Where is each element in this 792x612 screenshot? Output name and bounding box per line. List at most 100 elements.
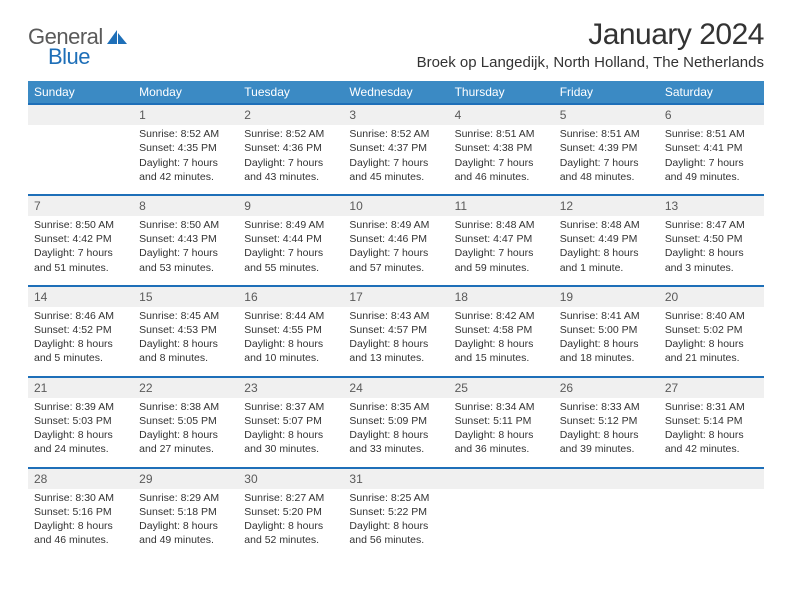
sunset-text: Sunset: 4:36 PM [244,141,337,155]
day-info-cell: Sunrise: 8:52 AMSunset: 4:36 PMDaylight:… [238,125,343,195]
daylight-text-1: Daylight: 7 hours [665,156,758,170]
day-number-cell: 29 [133,468,238,489]
daylight-text-2: and 21 minutes. [665,351,758,365]
sunrise-text: Sunrise: 8:45 AM [139,309,232,323]
day-number-cell: 13 [659,195,764,216]
day-number-cell: 20 [659,286,764,307]
sunset-text: Sunset: 5:20 PM [244,505,337,519]
title-block: January 2024 Broek op Langedijk, North H… [417,18,764,71]
daylight-text-1: Daylight: 8 hours [139,519,232,533]
daylight-text-1: Daylight: 7 hours [455,156,548,170]
day-info-cell [554,489,659,558]
weekday-header: Friday [554,81,659,104]
sunrise-text: Sunrise: 8:49 AM [349,218,442,232]
day-number-cell: 3 [343,104,448,125]
day-info-cell: Sunrise: 8:49 AMSunset: 4:44 PMDaylight:… [238,216,343,286]
day-info-cell: Sunrise: 8:42 AMSunset: 4:58 PMDaylight:… [449,307,554,377]
sunrise-text: Sunrise: 8:52 AM [349,127,442,141]
daylight-text-2: and 27 minutes. [139,442,232,456]
daylight-text-2: and 59 minutes. [455,261,548,275]
sunrise-text: Sunrise: 8:31 AM [665,400,758,414]
sunrise-text: Sunrise: 8:50 AM [139,218,232,232]
day-info-cell: Sunrise: 8:40 AMSunset: 5:02 PMDaylight:… [659,307,764,377]
daylight-text-2: and 49 minutes. [139,533,232,547]
day-info-cell: Sunrise: 8:51 AMSunset: 4:38 PMDaylight:… [449,125,554,195]
sunset-text: Sunset: 5:00 PM [560,323,653,337]
daylight-text-2: and 30 minutes. [244,442,337,456]
sunrise-text: Sunrise: 8:35 AM [349,400,442,414]
daylight-text-1: Daylight: 8 hours [665,428,758,442]
day-info-cell: Sunrise: 8:33 AMSunset: 5:12 PMDaylight:… [554,398,659,468]
day-number-cell: 18 [449,286,554,307]
header: General Blue January 2024 Broek op Lange… [28,18,764,71]
day-info-cell: Sunrise: 8:51 AMSunset: 4:41 PMDaylight:… [659,125,764,195]
sunset-text: Sunset: 5:18 PM [139,505,232,519]
sunset-text: Sunset: 4:35 PM [139,141,232,155]
daylight-text-1: Daylight: 8 hours [244,428,337,442]
day-info-cell: Sunrise: 8:41 AMSunset: 5:00 PMDaylight:… [554,307,659,377]
daylight-text-2: and 39 minutes. [560,442,653,456]
day-number-cell [659,468,764,489]
day-info-cell: Sunrise: 8:51 AMSunset: 4:39 PMDaylight:… [554,125,659,195]
sunrise-text: Sunrise: 8:27 AM [244,491,337,505]
day-info-cell: Sunrise: 8:52 AMSunset: 4:35 PMDaylight:… [133,125,238,195]
weekday-header: Sunday [28,81,133,104]
daylight-text-1: Daylight: 8 hours [349,428,442,442]
day-info-cell: Sunrise: 8:34 AMSunset: 5:11 PMDaylight:… [449,398,554,468]
day-number-row: 123456 [28,104,764,125]
day-number-cell: 11 [449,195,554,216]
sunset-text: Sunset: 4:50 PM [665,232,758,246]
daylight-text-1: Daylight: 8 hours [34,519,127,533]
month-title: January 2024 [417,18,764,52]
daylight-text-1: Daylight: 8 hours [349,337,442,351]
daylight-text-1: Daylight: 8 hours [139,428,232,442]
logo: General Blue [28,18,129,50]
day-number-cell: 5 [554,104,659,125]
weekday-header: Thursday [449,81,554,104]
sunset-text: Sunset: 5:16 PM [34,505,127,519]
sunrise-text: Sunrise: 8:51 AM [665,127,758,141]
daylight-text-1: Daylight: 8 hours [665,337,758,351]
sunrise-text: Sunrise: 8:30 AM [34,491,127,505]
sunrise-text: Sunrise: 8:37 AM [244,400,337,414]
sunrise-text: Sunrise: 8:42 AM [455,309,548,323]
daylight-text-2: and 42 minutes. [139,170,232,184]
sunset-text: Sunset: 5:02 PM [665,323,758,337]
daylight-text-2: and 57 minutes. [349,261,442,275]
day-number-cell: 19 [554,286,659,307]
day-number-cell [554,468,659,489]
day-number-cell: 28 [28,468,133,489]
daylight-text-1: Daylight: 7 hours [139,156,232,170]
day-info-cell: Sunrise: 8:48 AMSunset: 4:47 PMDaylight:… [449,216,554,286]
day-number-cell: 17 [343,286,448,307]
daylight-text-2: and 55 minutes. [244,261,337,275]
sunrise-text: Sunrise: 8:47 AM [665,218,758,232]
daylight-text-1: Daylight: 8 hours [244,337,337,351]
sunrise-text: Sunrise: 8:39 AM [34,400,127,414]
weekday-header-row: Sunday Monday Tuesday Wednesday Thursday… [28,81,764,104]
sunset-text: Sunset: 4:41 PM [665,141,758,155]
day-info-cell: Sunrise: 8:45 AMSunset: 4:53 PMDaylight:… [133,307,238,377]
daylight-text-2: and 1 minute. [560,261,653,275]
day-info-cell: Sunrise: 8:49 AMSunset: 4:46 PMDaylight:… [343,216,448,286]
day-number-cell: 24 [343,377,448,398]
sunset-text: Sunset: 5:07 PM [244,414,337,428]
day-info-cell: Sunrise: 8:37 AMSunset: 5:07 PMDaylight:… [238,398,343,468]
day-info-cell [449,489,554,558]
sunset-text: Sunset: 4:58 PM [455,323,548,337]
daylight-text-1: Daylight: 8 hours [244,519,337,533]
day-info-cell: Sunrise: 8:38 AMSunset: 5:05 PMDaylight:… [133,398,238,468]
daylight-text-1: Daylight: 8 hours [455,428,548,442]
day-number-cell [449,468,554,489]
daylight-text-2: and 43 minutes. [244,170,337,184]
location: Broek op Langedijk, North Holland, The N… [417,54,764,71]
sunrise-text: Sunrise: 8:52 AM [244,127,337,141]
day-number-cell: 26 [554,377,659,398]
day-info-cell: Sunrise: 8:52 AMSunset: 4:37 PMDaylight:… [343,125,448,195]
day-info-cell: Sunrise: 8:35 AMSunset: 5:09 PMDaylight:… [343,398,448,468]
sunrise-text: Sunrise: 8:44 AM [244,309,337,323]
weekday-header: Tuesday [238,81,343,104]
daylight-text-2: and 15 minutes. [455,351,548,365]
day-info-cell: Sunrise: 8:48 AMSunset: 4:49 PMDaylight:… [554,216,659,286]
sunrise-text: Sunrise: 8:48 AM [455,218,548,232]
